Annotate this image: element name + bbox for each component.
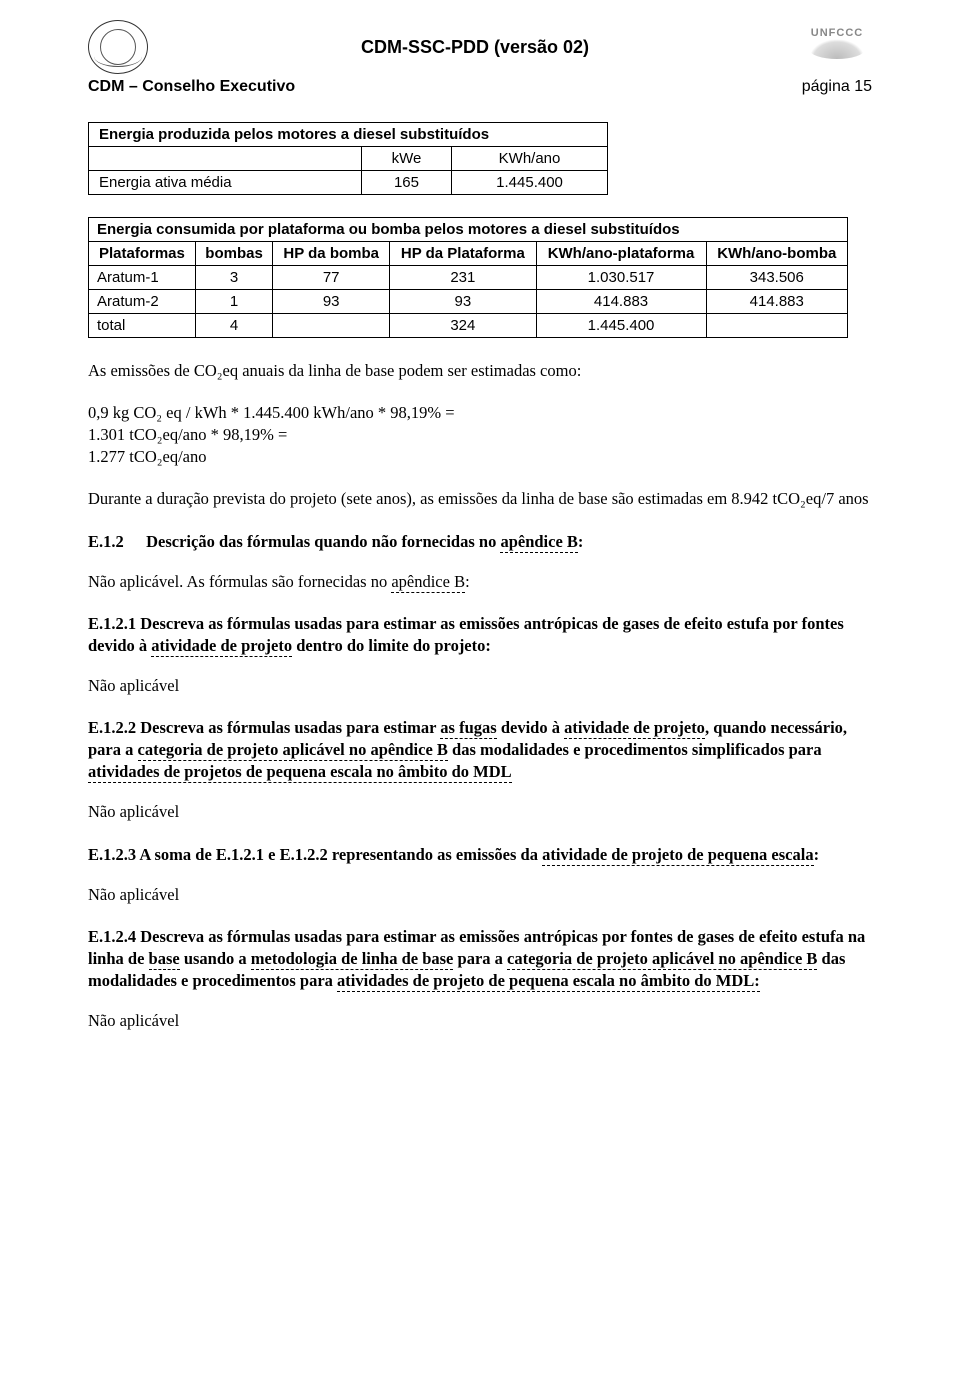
t2-cell: 1 [195,290,272,314]
sec-label: E.1.2 [88,531,142,553]
section-e124-head: E.1.2.4 Descreva as fórmulas usadas para… [88,926,872,992]
t2-cell: 414.883 [706,290,847,314]
e123-na: Não aplicável [88,884,872,906]
e122-na: Não aplicável [88,801,872,823]
e12-body: Não aplicável. As fórmulas são fornecida… [88,571,872,593]
section-e12-head: E.1.2 Descrição das fórmulas quando não … [88,531,872,553]
sec-text: : [578,532,584,551]
t2-h-hp-bomba: HP da bomba [273,242,390,266]
body-text-span: : [465,572,470,591]
t2-cell: 3 [195,266,272,290]
sec-text: devido à [497,718,564,737]
sec-text: E.1.2.2 Descreva as fórmulas usadas para… [88,718,440,737]
doc-title: CDM-SSC-PDD (versão 02) [148,37,802,58]
t2-h-kwh-bomba: KWh/ano-bomba [706,242,847,266]
calc-lines: 0,9 kg CO₂ eq / kWh * 1.445.400 kWh/ano … [88,402,872,468]
t2-cell: 231 [390,266,536,290]
calc-duration: Durante a duração prevista do projeto (s… [88,488,872,510]
t1-col-kwh: KWh/ano [452,147,608,171]
t2-title: Energia consumida por plataforma ou bomb… [89,218,848,242]
t2-cell: Aratum-2 [89,290,196,314]
t2-cell: 77 [273,266,390,290]
sec-text: para a [453,949,507,968]
dotted-term: categoria de projeto aplicável no apêndi… [138,740,448,761]
appendix-b-link: apêndice B [391,572,465,593]
t2-h-hp-plat: HP da Plataforma [390,242,536,266]
t2-cell: 1.030.517 [536,266,706,290]
e121-na: Não aplicável [88,675,872,697]
sec-text: : [814,845,820,864]
section-e122-head: E.1.2.2 Descreva as fórmulas usadas para… [88,717,872,783]
t1-kwh-val: 1.445.400 [452,171,608,195]
sec-text: E.1.2.3 A soma de E.1.2.1 e E.1.2.2 repr… [88,845,542,864]
t2-cell: 93 [273,290,390,314]
sec-text: Descrição das fórmulas quando não fornec… [146,532,500,551]
t1-empty [89,147,362,171]
dotted-term: base [149,949,180,970]
dotted-term: atividades de projetos de pequena escala… [88,762,512,783]
t2-cell: 1.445.400 [536,314,706,338]
unfccc-text: UNFCCC [802,27,872,39]
t2-cell: 343.506 [706,266,847,290]
t1-col-kwe: kWe [361,147,451,171]
e124-na: Não aplicável [88,1010,872,1032]
t2-cell [706,314,847,338]
appendix-b-link: apêndice B [500,532,577,553]
unfccc-logo-icon: UNFCCC [802,27,872,67]
t2-cell: total [89,314,196,338]
calc-line: 1.301 tCO₂eq/ano * 98,19% = [88,424,872,446]
body-text-span: Não aplicável. As fórmulas são fornecida… [88,572,391,591]
dotted-term: atividade de projeto [564,718,705,739]
t2-cell: 93 [390,290,536,314]
dotted-term: as fugas [440,718,496,739]
t1-kwe-val: 165 [361,171,451,195]
t2-h-kwh-plat: KWh/ano-plataforma [536,242,706,266]
calc-line: 0,9 kg CO₂ eq / kWh * 1.445.400 kWh/ano … [88,402,872,424]
section-e123-head: E.1.2.3 A soma de E.1.2.1 e E.1.2.2 repr… [88,844,872,866]
t2-h-plat: Plataformas [89,242,196,266]
t2-cell [273,314,390,338]
calc-line: 1.277 tCO₂eq/ano [88,446,872,468]
table-row: total 4 324 1.445.400 [89,314,848,338]
sec-text: usando a [180,949,251,968]
un-logo-icon [88,20,148,74]
dotted-term: categoria de projeto aplicável no apêndi… [507,949,817,970]
dotted-term: atividade de projeto de pequena escala [542,845,814,866]
t2-cell: 4 [195,314,272,338]
t1-row-label: Energia ativa média [89,171,362,195]
table-row: Aratum-2 1 93 93 414.883 414.883 [89,290,848,314]
t2-h-bombas: bombas [195,242,272,266]
sec-text: dentro do limite do projeto: [292,636,491,655]
table-row: Aratum-1 3 77 231 1.030.517 343.506 [89,266,848,290]
t2-cell: 414.883 [536,290,706,314]
calc-intro: As emissões de CO₂eq anuais da linha de … [88,360,872,382]
page-number: página 15 [802,78,872,96]
org-name: CDM – Conselho Executivo [88,78,295,96]
t2-cell: Aratum-1 [89,266,196,290]
energy-produced-table: Energia produzida pelos motores a diesel… [88,122,608,195]
section-e121-head: E.1.2.1 Descreva as fórmulas usadas para… [88,613,872,657]
t1-title: Energia produzida pelos motores a diesel… [89,123,608,147]
dotted-term: atividade de projeto [151,636,292,657]
sec-text: das modalidades e procedimentos simplifi… [448,740,822,759]
t2-cell: 324 [390,314,536,338]
dotted-term: atividades de projeto de pequena escala … [337,971,760,992]
dotted-term: metodologia de linha de base [251,949,454,970]
energy-consumed-table: Energia consumida por plataforma ou bomb… [88,217,848,338]
